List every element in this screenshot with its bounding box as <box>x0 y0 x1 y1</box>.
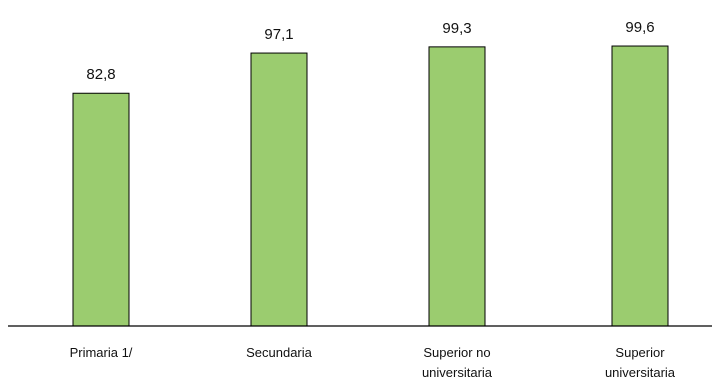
bar-4 <box>611 45 669 327</box>
bar-2 <box>250 52 308 327</box>
x-tick-label-4-line-2: universitaria <box>605 365 676 380</box>
data-label-1: 82,8 <box>86 66 115 83</box>
bar-1 <box>72 92 130 327</box>
x-tick-label-3-line-2: universitaria <box>422 365 493 380</box>
x-tick-label-1: Primaria 1/ <box>70 345 133 360</box>
x-tick-label-3-line-1: Superior no <box>423 345 490 360</box>
x-tick-label-2: Secundaria <box>246 345 313 360</box>
data-label-2: 97,1 <box>264 26 293 43</box>
bar-3 <box>428 46 486 327</box>
x-tick-label-4-line-1: Superior <box>615 345 665 360</box>
data-label-3: 99,3 <box>442 20 471 37</box>
data-label-4: 99,6 <box>625 19 654 36</box>
